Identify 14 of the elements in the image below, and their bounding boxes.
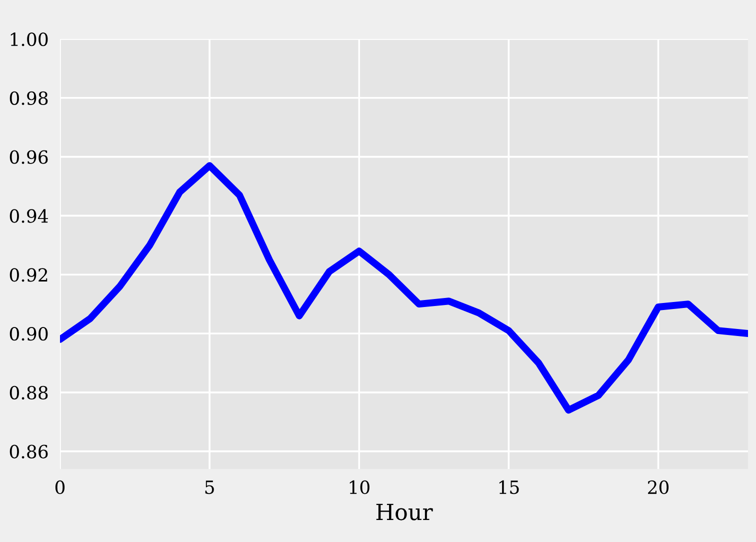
x-tick-label: 20 xyxy=(648,480,669,494)
x-tick-label: 5 xyxy=(205,480,214,494)
y-tick-label: 0.88 xyxy=(10,386,48,400)
x-tick-label: 15 xyxy=(499,480,519,494)
y-tick-label: 0.90 xyxy=(10,326,48,341)
y-tick-label: 0.98 xyxy=(10,91,48,106)
x-tick-label: 0 xyxy=(55,480,65,494)
y-tick-label: 0.86 xyxy=(10,444,48,458)
y-tick-label: 1.00 xyxy=(10,32,48,46)
y-tick-label: 0.96 xyxy=(10,150,48,164)
x-tick-label: 10 xyxy=(350,480,370,494)
y-tick-label: 0.94 xyxy=(10,209,48,223)
y-tick-label: 0.92 xyxy=(10,268,48,282)
x-axis-title: Hour xyxy=(376,504,433,520)
